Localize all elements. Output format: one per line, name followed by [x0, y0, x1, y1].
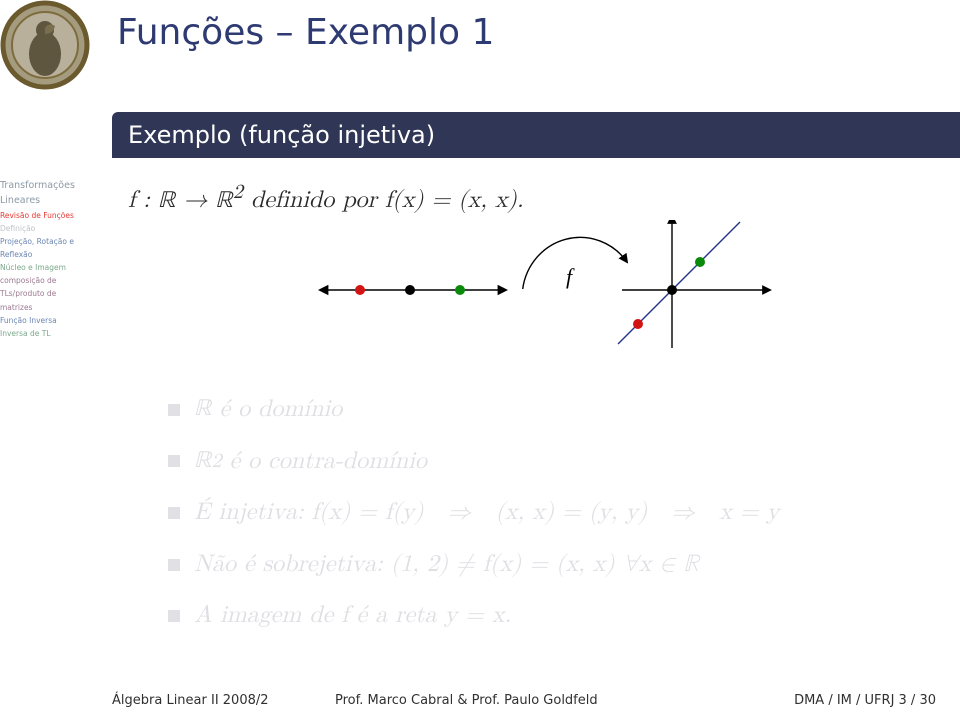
main: Funções – Exemplo 1 Exemplo (função inje…	[112, 0, 960, 716]
def-rest: definido por f(x) = (x, x).	[243, 188, 524, 212]
bullet-icon	[168, 507, 180, 519]
function-diagram: f	[112, 220, 960, 360]
def-R: ℝ	[158, 189, 176, 213]
bullet-item: É injetiva: f(x) = f(y) ⇒ (x, x) = (y, y…	[168, 487, 779, 539]
nav-heading[interactable]: Lineares	[0, 195, 112, 208]
def-sup: 2	[233, 182, 243, 202]
sidebar-item[interactable]: Projeção, Rotação e	[0, 237, 112, 247]
sidebar-item[interactable]: Função Inversa	[0, 316, 112, 326]
university-seal-icon	[0, 0, 90, 90]
sidebar-item[interactable]: Núcleo e Imagem	[0, 263, 112, 273]
nav: Transformações Lineares Revisão de Funçõ…	[0, 180, 112, 342]
bullet-item: A imagem de f é a reta y = x.	[168, 590, 779, 642]
sidebar-item[interactable]: matrizes	[0, 303, 112, 313]
bullet-item: ℝ é o domínio	[168, 384, 779, 436]
bullet-icon	[168, 404, 180, 416]
footer-authors: Prof. Marco Cabral & Prof. Paulo Goldfel…	[335, 693, 598, 708]
bullet-icon	[168, 559, 180, 571]
footer-page: DMA / IM / UFRJ 3 / 30	[794, 693, 936, 708]
example-box: Exemplo (função injetiva) f : ℝ → ℝ2 def…	[112, 112, 960, 230]
def-arrow: →	[175, 188, 215, 212]
sidebar-item[interactable]: composição de	[0, 276, 112, 286]
bullet-list: ℝ é o domínioℝ2 é o contra-domínioÉ inje…	[168, 384, 779, 642]
def-R2: ℝ	[215, 189, 233, 213]
bullet-item: Não é sobrejetiva: (1, 2) ≠ f(x) = (x, x…	[168, 539, 779, 591]
bullet-icon	[168, 455, 180, 467]
sidebar: Transformações Lineares Revisão de Funçõ…	[0, 0, 112, 716]
example-box-header: Exemplo (função injetiva)	[112, 112, 960, 158]
bullet-item: ℝ2 é o contra-domínio	[168, 436, 779, 488]
sidebar-item[interactable]: Revisão de Funções	[0, 211, 112, 221]
sidebar-item[interactable]: Definição	[0, 224, 112, 234]
def-part: f :	[128, 188, 158, 212]
page-title: Funções – Exemplo 1	[117, 12, 494, 53]
footer: Álgebra Linear II 2008/2 Prof. Marco Cab…	[0, 688, 960, 716]
footer-course: Álgebra Linear II 2008/2	[112, 693, 269, 708]
nav-heading[interactable]: Transformações	[0, 180, 112, 193]
sidebar-item[interactable]: Inversa de TL	[0, 329, 112, 339]
svg-text:f: f	[566, 264, 575, 289]
sidebar-item[interactable]: TLs/produto de	[0, 289, 112, 299]
bullet-icon	[168, 610, 180, 622]
sidebar-item[interactable]: Reflexão	[0, 250, 112, 260]
